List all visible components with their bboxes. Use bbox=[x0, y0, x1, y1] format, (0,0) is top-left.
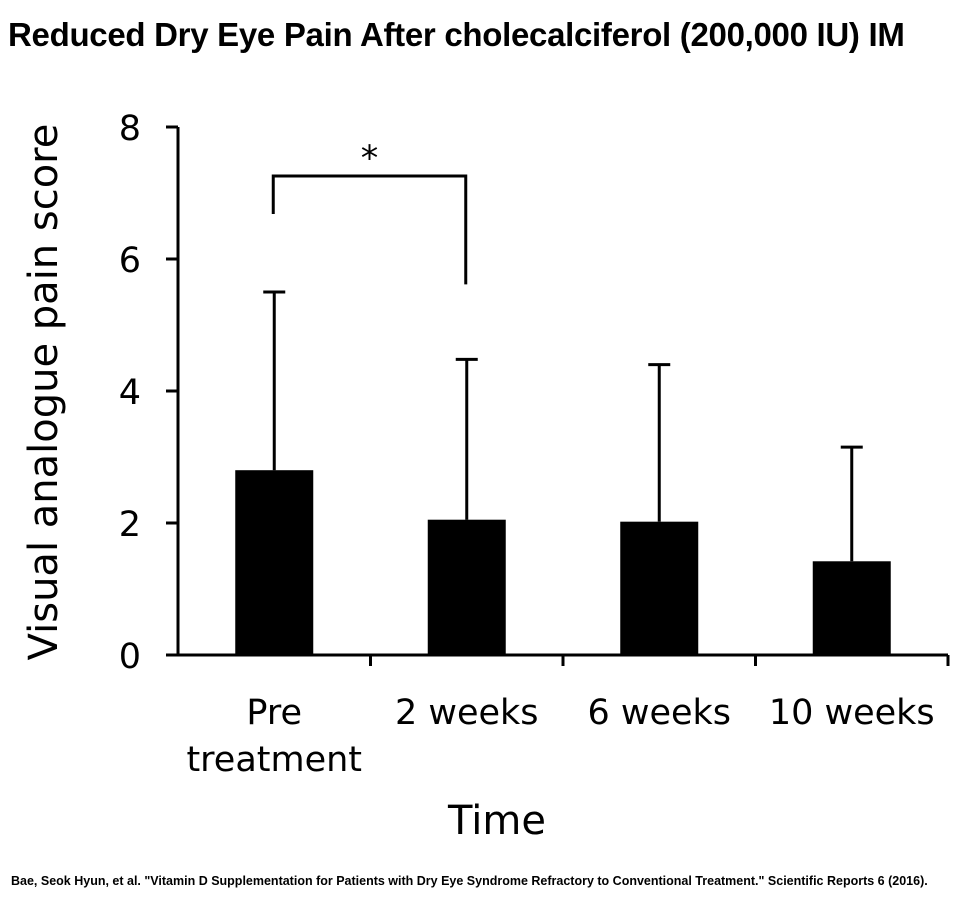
chart-title: Reduced Dry Eye Pain After cholecalcifer… bbox=[8, 16, 905, 53]
x-tick-label: 10 weeks bbox=[769, 693, 935, 733]
bar bbox=[235, 470, 314, 655]
bar bbox=[427, 519, 506, 655]
x-axis-title: Time bbox=[447, 798, 546, 844]
bar bbox=[620, 521, 699, 655]
y-tick-label: 6 bbox=[119, 241, 141, 281]
significance-bracket bbox=[271, 174, 468, 285]
x-axis: Pre treatment 2 weeks 6 weeks 10 weeks bbox=[177, 653, 950, 780]
significance-annotation: * bbox=[271, 139, 468, 285]
bar-chart: 0 2 4 6 8 Pre treatment 2 weeks 6 weeks 10 weeks… bbox=[21, 109, 950, 844]
citation: Bae, Seok Hyun, et al. "Vitamin D Supple… bbox=[11, 874, 928, 888]
significance-star: * bbox=[361, 139, 379, 179]
y-tick-label: 8 bbox=[119, 109, 141, 149]
y-tick-label: 0 bbox=[119, 637, 141, 677]
y-tick-label: 2 bbox=[119, 505, 141, 545]
y-axis-title: Visual analogue pain score bbox=[21, 124, 67, 661]
x-tick-label: 2 weeks bbox=[395, 693, 539, 733]
y-tick-label: 4 bbox=[119, 373, 141, 413]
x-tick-label: 6 weeks bbox=[587, 693, 731, 733]
x-tick-label: Pre treatment bbox=[186, 693, 362, 780]
bars bbox=[235, 470, 891, 655]
error-bars bbox=[263, 290, 863, 562]
y-axis: 0 2 4 6 8 bbox=[119, 109, 180, 677]
bar bbox=[812, 561, 891, 655]
